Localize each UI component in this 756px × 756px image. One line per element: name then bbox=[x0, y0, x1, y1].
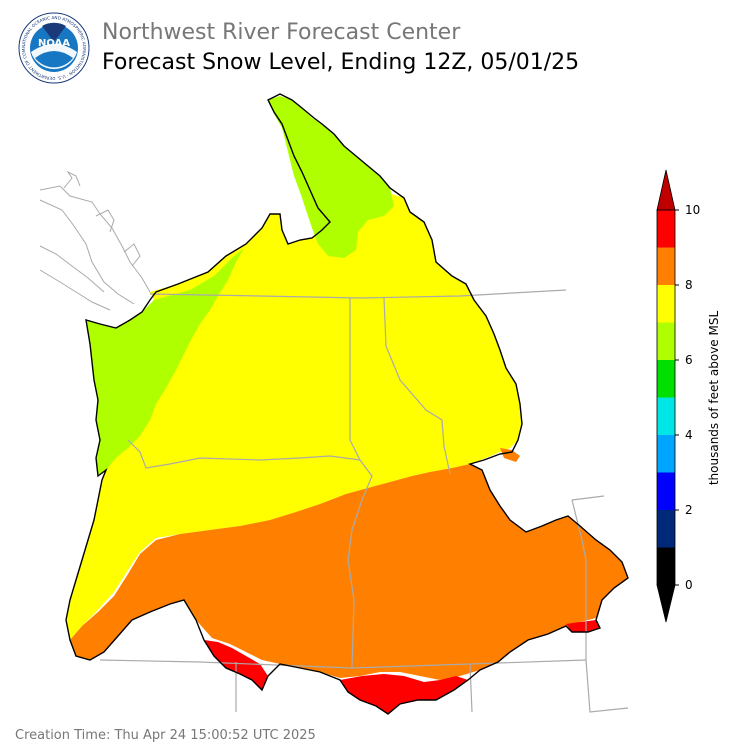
colorbar-tick-label: 4 bbox=[685, 428, 693, 442]
colorbar-bin bbox=[657, 285, 675, 323]
colorbar-ticks: 0 2 4 6 8 10 bbox=[675, 203, 700, 592]
colorbar-bin bbox=[657, 510, 675, 548]
colorbar-bin bbox=[657, 397, 675, 435]
state-lines bbox=[99, 289, 629, 713]
colorbar-frame bbox=[656, 209, 676, 586]
logo-text: NOAA bbox=[38, 38, 70, 49]
region-9-10-b bbox=[340, 674, 468, 714]
basin-boundary bbox=[65, 93, 629, 715]
colorbar-bin bbox=[657, 472, 675, 510]
colorbar: 0 2 4 6 8 10 thousands of feet above MSL bbox=[656, 169, 721, 623]
region-6-7-north bbox=[268, 96, 394, 258]
colorbar-label: thousands of feet above MSL bbox=[707, 311, 721, 486]
region-9-10-c bbox=[566, 620, 600, 632]
org-title: Northwest River Forecast Center bbox=[102, 20, 461, 45]
noaa-logo: NATIONAL OCEANIC AND ATMOSPHERIC ADMINIS… bbox=[18, 12, 90, 84]
creation-time: Creation Time: Thu Apr 24 15:00:52 UTC 2… bbox=[15, 728, 316, 743]
colorbar-bin bbox=[657, 360, 675, 398]
colorbar-tick-label: 6 bbox=[685, 353, 693, 367]
product-title: Forecast Snow Level, Ending 12Z, 05/01/2… bbox=[102, 50, 580, 75]
colorbar-bins bbox=[657, 210, 675, 585]
region-8-9 bbox=[70, 464, 628, 680]
snow-level-fills bbox=[66, 96, 628, 714]
colorbar-bin bbox=[657, 547, 675, 585]
header: NATIONAL OCEANIC AND ATMOSPHERIC ADMINIS… bbox=[0, 0, 756, 90]
colorbar-under-triangle bbox=[656, 584, 676, 623]
colorbar-bin bbox=[657, 435, 675, 473]
colorbar-tick-label: 0 bbox=[685, 578, 693, 592]
colorbar-tick-label: 2 bbox=[685, 503, 693, 517]
colorbar-tick-label: 10 bbox=[685, 203, 700, 217]
region-8-9-tip bbox=[500, 448, 520, 462]
region-6-7-west bbox=[86, 248, 244, 476]
colorbar-bin bbox=[657, 322, 675, 360]
colorbar-over-triangle bbox=[656, 169, 676, 211]
colorbar-tick-label: 8 bbox=[685, 278, 693, 292]
colorbar-bin bbox=[657, 210, 675, 248]
coastline-lines bbox=[39, 170, 167, 353]
colorbar-bin bbox=[657, 247, 675, 285]
